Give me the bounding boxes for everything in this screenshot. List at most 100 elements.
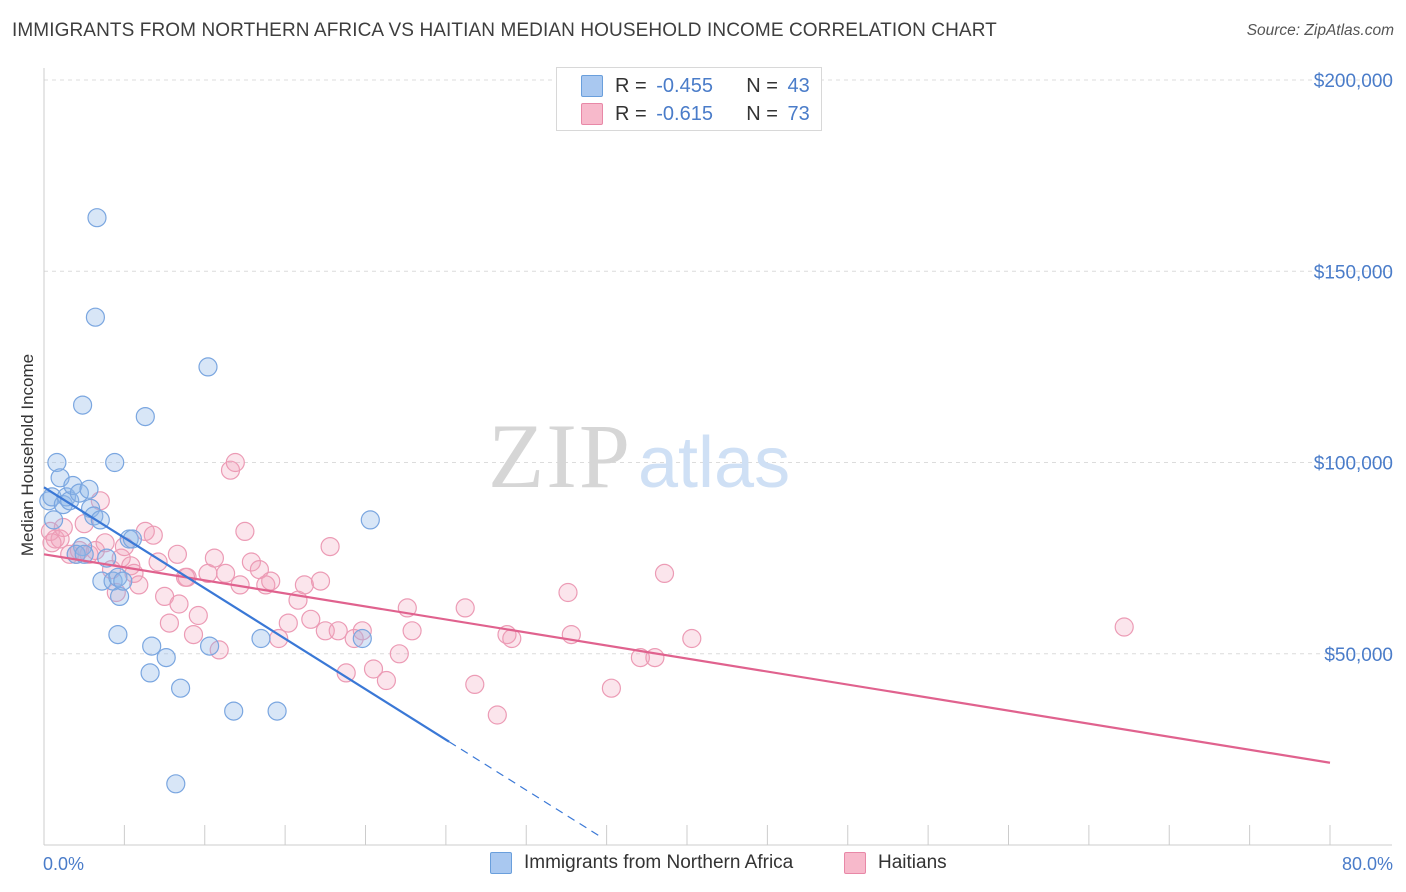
pink-point	[344, 628, 364, 649]
blue-point	[97, 548, 117, 568]
northern-africa-trend-extension	[448, 741, 599, 836]
legend-swatch-pink	[581, 103, 603, 125]
pink-point	[148, 552, 168, 572]
legend-r-label: R =	[615, 102, 647, 125]
watermark: ZIP atlas	[488, 405, 790, 507]
blue-point	[122, 529, 142, 549]
pink-point	[261, 571, 281, 591]
legend-label: Haitians	[878, 852, 947, 873]
pink-point	[320, 536, 340, 557]
pink-point	[95, 533, 115, 553]
blue-point	[108, 624, 128, 645]
pink-point	[241, 552, 261, 572]
pink-point	[352, 621, 372, 641]
pink-point	[143, 525, 163, 545]
pink-point	[1114, 617, 1134, 637]
x-tick-label: 80.0%	[1342, 854, 1393, 874]
blue-point	[105, 452, 125, 473]
pink-point	[85, 540, 106, 561]
watermark-zip: ZIP	[488, 405, 632, 507]
legend-n-value: 73	[787, 102, 810, 125]
blue-point	[92, 571, 112, 591]
stats-legend-row-pink: R = -0.615 N = 73	[557, 100, 810, 128]
blue-point	[47, 452, 67, 473]
blue-point	[140, 663, 160, 683]
blue-point	[224, 701, 244, 721]
blue-point	[352, 628, 372, 649]
pink-point	[402, 621, 422, 641]
blue-point	[79, 479, 99, 499]
pink-point	[558, 582, 578, 603]
blue-point	[142, 636, 162, 656]
blue-point	[156, 647, 176, 668]
x-tick-label: 0.0%	[43, 854, 84, 874]
pink-point	[294, 575, 314, 595]
blue-point	[198, 357, 218, 377]
blue-point	[69, 483, 90, 503]
legend-swatch-blue	[490, 852, 512, 874]
trend-layer	[43, 486, 1331, 836]
pink-point	[209, 640, 229, 660]
pink-point	[630, 647, 651, 668]
legend-r-label: R =	[615, 74, 647, 97]
blue-point	[63, 475, 83, 496]
legend-n-label: N =	[746, 102, 778, 125]
blue-point	[87, 208, 107, 228]
blue-point	[72, 536, 93, 557]
northern-africa-trend-line	[43, 486, 450, 743]
blue-point	[43, 510, 64, 530]
y-tick-label: $50,000	[1324, 645, 1393, 666]
pink-point	[601, 678, 622, 698]
pink-point	[301, 609, 321, 629]
legend-swatch-pink	[844, 852, 866, 874]
legend-r-value: -0.455	[656, 74, 713, 97]
pink-point	[204, 548, 224, 568]
tick-label-layer: $50,000 $100,000 $150,000 $200,000 0.0% 80.0%	[43, 71, 1393, 874]
legend-n-value: 43	[787, 74, 810, 97]
pink-point	[216, 563, 236, 584]
chart-title: IMMIGRANTS FROM NORTHERN AFRICA VS HAITI…	[12, 20, 997, 41]
pink-point	[682, 628, 702, 649]
blue-point	[251, 628, 271, 649]
y-tick-label: $150,000	[1314, 262, 1393, 283]
pink-point	[235, 521, 255, 542]
y-tick-label: $200,000	[1314, 71, 1393, 92]
blue-point	[166, 774, 186, 794]
pink-point	[188, 605, 208, 626]
pink-point	[310, 571, 331, 591]
pink-point	[376, 670, 396, 691]
pink-point	[465, 674, 485, 695]
chart-source: Source: ZipAtlas.com	[1246, 22, 1394, 39]
pink-point	[225, 452, 245, 473]
legend-item-northern-africa: Immigrants from Northern Africa	[490, 852, 793, 874]
pink-point	[169, 594, 189, 614]
pink-point	[336, 663, 356, 683]
pink-point	[53, 517, 73, 538]
legend-item-haitians: Haitians	[844, 852, 947, 874]
pink-point	[159, 613, 179, 633]
pink-point	[45, 529, 65, 549]
blue-point	[360, 510, 380, 530]
blue-point	[74, 544, 94, 564]
y-tick-label: $100,000	[1314, 454, 1393, 475]
legend-r-value: -0.615	[656, 102, 713, 125]
blue-point	[200, 636, 220, 656]
pink-point	[129, 575, 149, 595]
pink-point	[183, 624, 204, 645]
legend-swatch-blue	[581, 75, 603, 97]
blue-point	[72, 395, 93, 415]
blue-point	[85, 307, 106, 327]
blue-point	[267, 701, 287, 721]
watermark-atlas: atlas	[638, 423, 790, 503]
pink-point	[389, 644, 409, 664]
axis-layer	[43, 68, 1392, 846]
blue-point	[113, 571, 133, 591]
legend-label: Immigrants from Northern Africa	[524, 852, 794, 873]
stats-legend-row-blue: R = -0.455 N = 43	[557, 72, 810, 100]
pink-point	[42, 533, 62, 553]
stats-legend: R = -0.455 N = 43 R = -0.615 N = 73	[556, 67, 822, 131]
haitians-trend-line	[43, 553, 1331, 764]
pink-point	[455, 598, 475, 618]
pink-point	[328, 621, 348, 641]
